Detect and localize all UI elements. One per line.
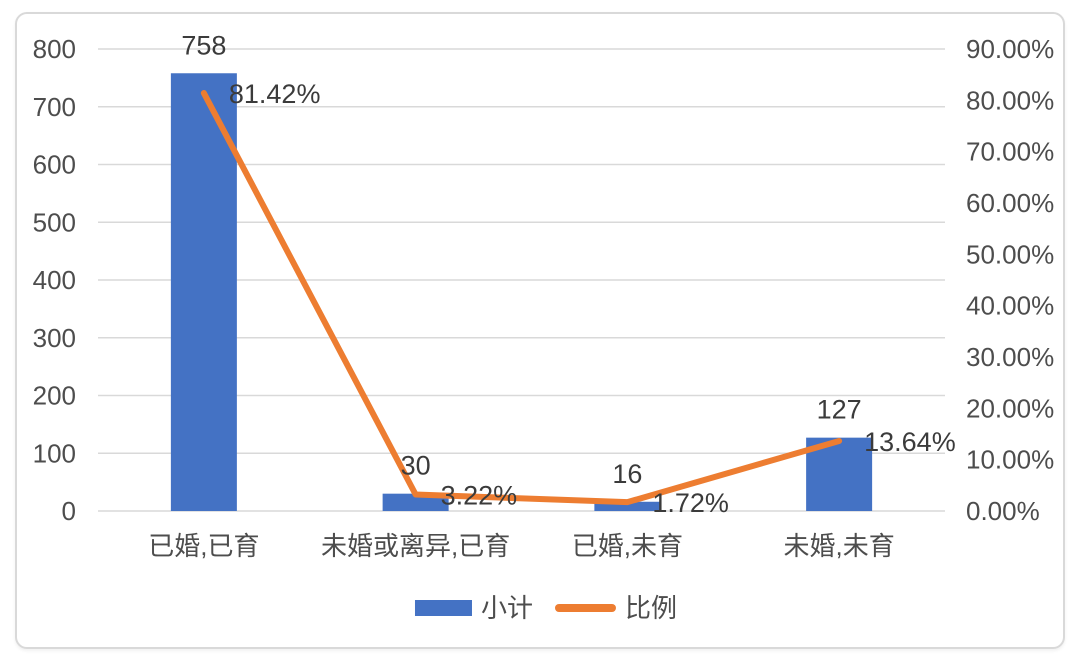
bar xyxy=(170,73,237,511)
right-axis-tick: 80.00% xyxy=(966,85,1054,115)
left-axis-tick: 200 xyxy=(33,381,76,411)
ratio-value-label: 13.64% xyxy=(864,427,956,457)
x-axis-label: 未婚,未育 xyxy=(784,531,895,561)
x-axis-label: 未婚或离异,已育 xyxy=(321,531,510,561)
right-axis-ticks: 90.00% 80.00% 70.00% 60.00% 50.00% 40.00% 30.0… xyxy=(966,34,1054,526)
ratio-value-label: 1.72% xyxy=(652,488,729,518)
right-axis-tick: 50.00% xyxy=(966,239,1054,269)
ratio-value-label: 3.22% xyxy=(441,480,518,510)
x-axis-label: 已婚,未育 xyxy=(572,531,683,561)
right-axis-tick: 0.00% xyxy=(966,496,1040,526)
right-axis-tick: 20.00% xyxy=(966,393,1054,423)
bar-value-label: 30 xyxy=(401,451,431,481)
right-axis-tick: 30.00% xyxy=(966,342,1054,372)
line-series xyxy=(200,90,843,506)
left-axis-ticks: 800 700 600 500 400 300 200 100 0 xyxy=(33,34,76,526)
left-axis-tick: 600 xyxy=(33,150,76,180)
left-axis-tick: 500 xyxy=(33,207,76,237)
legend-bar-swatch xyxy=(414,600,472,616)
left-axis-tick: 0 xyxy=(62,496,76,526)
legend: 小计 比例 xyxy=(414,593,677,623)
legend-item-line: 比例 xyxy=(555,595,677,621)
legend-item-bar: 小计 xyxy=(414,593,533,623)
right-axis-tick: 40.00% xyxy=(966,291,1054,321)
bar-value-label: 127 xyxy=(817,395,862,425)
left-axis-tick: 100 xyxy=(33,438,76,468)
legend-line-label: 比例 xyxy=(625,593,678,623)
ratio-value-label: 81.42% xyxy=(229,79,321,109)
bar-value-label: 758 xyxy=(181,30,226,60)
x-axis-label: 已婚,已育 xyxy=(148,531,259,561)
bar-value-label: 16 xyxy=(612,459,642,489)
left-axis-tick: 300 xyxy=(33,323,76,353)
legend-line-swatch xyxy=(555,604,616,612)
left-axis-tick: 800 xyxy=(33,34,76,64)
bar-series xyxy=(170,73,873,511)
right-axis-tick: 60.00% xyxy=(966,188,1054,218)
bar xyxy=(594,501,661,511)
x-axis-labels: 已婚,已育 未婚或离异,已育 已婚,未育 未婚,未育 xyxy=(148,531,894,561)
gridlines xyxy=(98,48,945,512)
data-labels: 758 30 16 127 81.42% 3.22% 1.72% 13.64% xyxy=(181,30,955,518)
right-axis-tick: 90.00% xyxy=(966,34,1054,64)
right-axis-tick: 70.00% xyxy=(966,137,1054,167)
right-axis-tick: 10.00% xyxy=(966,445,1054,475)
legend-bar-label: 小计 xyxy=(480,593,533,623)
ratio-line xyxy=(200,90,843,506)
left-axis-tick: 400 xyxy=(33,265,76,295)
left-axis-tick: 700 xyxy=(33,92,76,122)
